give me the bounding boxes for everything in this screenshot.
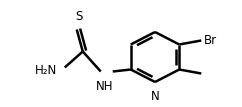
Text: H₂N: H₂N xyxy=(35,64,57,77)
Text: N: N xyxy=(151,90,159,103)
Text: Br: Br xyxy=(204,34,217,47)
Text: NH: NH xyxy=(96,80,113,94)
Text: S: S xyxy=(75,10,83,22)
